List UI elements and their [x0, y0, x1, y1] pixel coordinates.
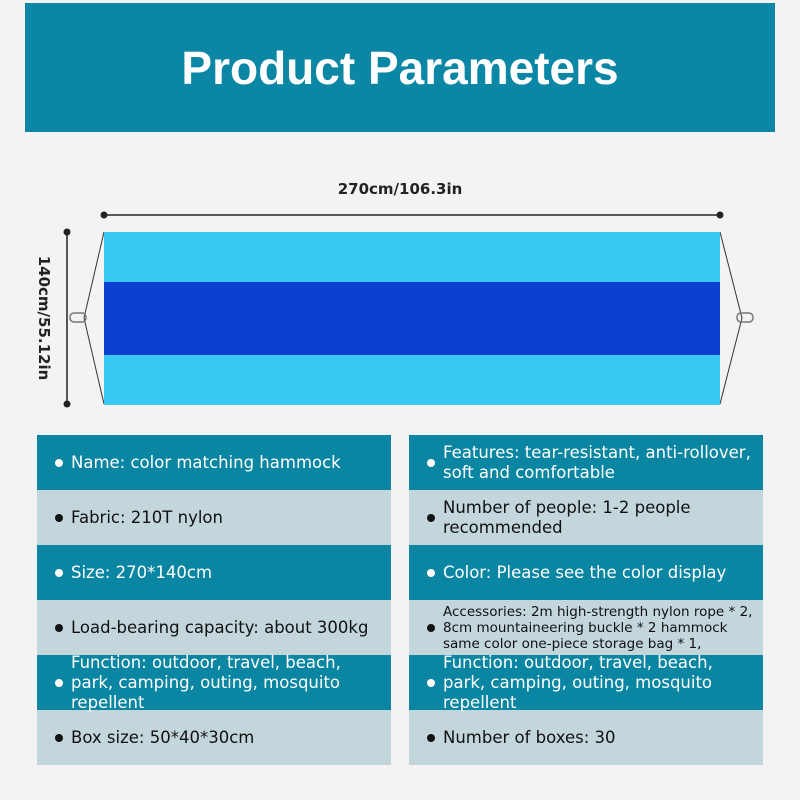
header-banner: Product Parameters [25, 3, 775, 132]
parameter-text: Function: outdoor, travel, beach, park, … [71, 652, 341, 712]
parameters-right-column: Features: tear-resistant, anti-rollover,… [409, 435, 763, 765]
hammock-stripe-middle [104, 282, 720, 355]
parameter-row: Number of boxes: 30 [409, 710, 763, 765]
parameter-row: Box size: 50*40*30cm [37, 710, 391, 765]
bullet-icon [55, 678, 63, 687]
bullet-icon [427, 513, 435, 522]
bullet-icon [55, 733, 63, 742]
parameter-row: Color: Please see the color display [409, 545, 763, 600]
parameter-text: Number of boxes: 30 [443, 727, 616, 747]
parameter-row: Name: color matching hammock [37, 435, 391, 490]
carabiner-icon [69, 312, 87, 323]
parameter-row: Number of people: 1-2 people recommended [409, 490, 763, 545]
bullet-icon [55, 458, 63, 467]
parameter-text: Function: outdoor, travel, beach, park, … [443, 652, 713, 712]
parameter-text: Features: tear-resistant, anti-rollover,… [443, 442, 751, 482]
parameter-text: Load-bearing capacity: about 300kg [71, 617, 369, 637]
parameter-text: Fabric: 210T nylon [71, 507, 223, 527]
page-title: Product Parameters [181, 41, 619, 94]
hammock-stripe-top [104, 232, 720, 282]
parameter-row: Function: outdoor, travel, beach, park, … [37, 652, 391, 712]
parameter-text: Number of people: 1-2 people recommended [443, 497, 691, 537]
carabiner-icon [736, 312, 754, 323]
parameter-text: Color: Please see the color display [443, 562, 727, 582]
parameter-text: Size: 270*140cm [71, 562, 213, 582]
parameters-left-column: Name: color matching hammock Fabric: 210T… [37, 435, 391, 765]
hammock-stripe-bottom [104, 355, 720, 405]
hammock-illustration [104, 232, 720, 405]
bullet-icon [55, 623, 63, 632]
bullet-icon [427, 568, 435, 577]
parameter-row: Features: tear-resistant, anti-rollover,… [409, 435, 763, 490]
parameter-text: Box size: 50*40*30cm [71, 727, 255, 747]
bullet-icon [427, 678, 435, 687]
parameter-row: Function: outdoor, travel, beach, park, … [409, 652, 763, 712]
parameter-row: Accessories: 2m high-strength nylon rope… [409, 600, 763, 655]
parameter-row: Load-bearing capacity: about 300kg [37, 600, 391, 655]
dimension-lines [63, 211, 754, 408]
bullet-icon [427, 733, 435, 742]
parameter-text: Name: color matching hammock [71, 452, 341, 472]
bullet-icon [55, 568, 63, 577]
bullet-icon [427, 623, 435, 632]
parameter-row: Fabric: 210T nylon [37, 490, 391, 545]
bullet-icon [55, 513, 63, 522]
width-label: 270cm/106.3in [337, 180, 463, 198]
bullet-icon [427, 458, 435, 467]
parameter-text: Accessories: 2m high-strength nylon rope… [443, 603, 753, 652]
parameter-row: Size: 270*140cm [37, 545, 391, 600]
